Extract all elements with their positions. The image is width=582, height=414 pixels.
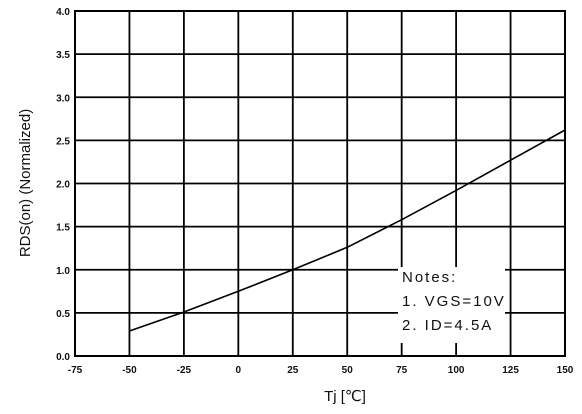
y-tick-label: 3.5 (56, 50, 70, 61)
y-tick-label: 0.5 (56, 309, 70, 320)
notes-line-1: 1. VGS=10V (402, 293, 506, 310)
notes-line-2: 2. ID=4.5A (402, 317, 493, 334)
notes-title: Notes: (402, 269, 457, 286)
y-tick-label: 2.5 (56, 136, 70, 147)
notes-box: Notes: 1. VGS=10V 2. ID=4.5A (398, 267, 506, 343)
y-tick-label: 0.0 (56, 352, 70, 363)
x-tick-label: 150 (557, 365, 574, 376)
x-tick-label: -25 (177, 365, 192, 376)
x-tick-label: -75 (68, 365, 83, 376)
tick-labels: -75 -50 -25 0 25 50 75 100 125 150 0.0 0.5 1.0 1.5 2.0… (56, 7, 574, 376)
y-axis-label: RDS(on) (Normalized) (17, 109, 34, 257)
y-tick-label: 1.0 (56, 266, 70, 277)
series-layer (129, 129, 566, 332)
x-tick-label: 50 (342, 365, 354, 376)
x-tick-label: -50 (122, 365, 137, 376)
y-tick-label: 4.0 (56, 7, 70, 18)
x-tick-label: 0 (236, 365, 242, 376)
x-tick-label: 100 (448, 365, 465, 376)
y-tick-label: 1.5 (56, 223, 70, 234)
series-line (129, 129, 566, 332)
notes-background (398, 267, 505, 343)
plot-frame (74, 10, 566, 357)
x-tick-label: 25 (287, 365, 299, 376)
x-tick-label: 125 (502, 365, 519, 376)
x-axis-label: Tj [℃] (324, 388, 366, 405)
y-tick-label: 3.0 (56, 93, 70, 104)
x-tick-label: 75 (396, 365, 408, 376)
y-tick-label: 2.0 (56, 180, 70, 191)
